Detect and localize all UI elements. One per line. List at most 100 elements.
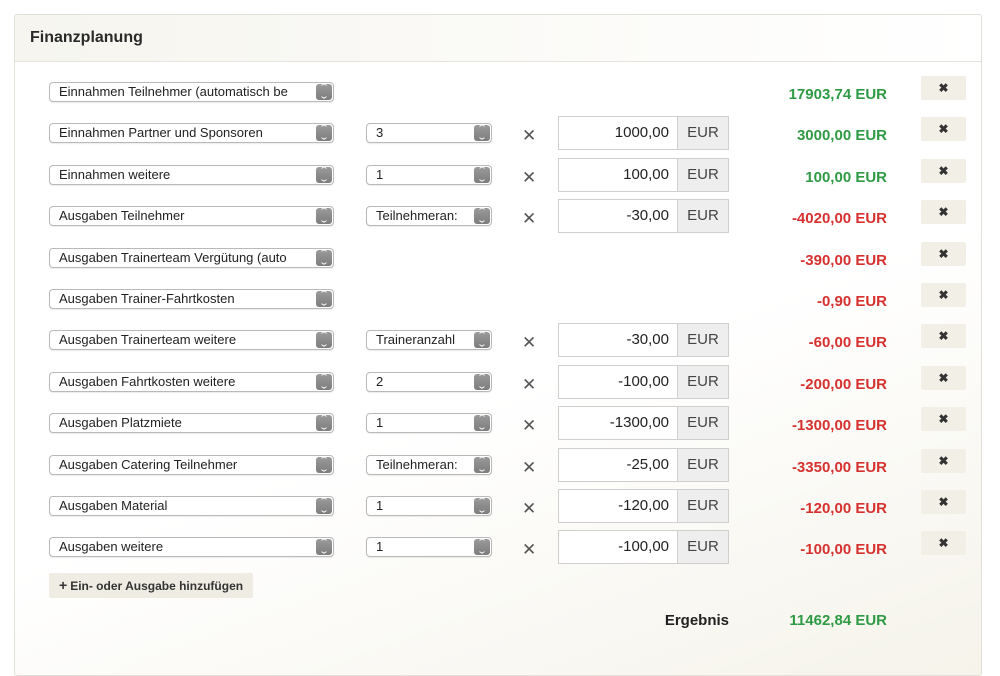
quantity-select[interactable]: Teilnehmeran: ⌃ ⌃ [366,206,492,226]
currency-unit: EUR [677,448,729,482]
chevron-up-down-icon: ⌃ ⌃ [474,414,490,431]
quantity-select-value: 1 [376,415,384,430]
quantity-select-value: Traineranzahl [376,332,456,347]
category-select[interactable]: Ausgaben Material ⌃ ⌃ [49,496,334,516]
category-select[interactable]: Ausgaben Fahrtkosten weitere ⌃ ⌃ [49,372,334,392]
times-icon: ✕ [522,126,537,145]
times-icon: ✕ [522,333,537,352]
remove-row-button[interactable]: ✖ [921,490,966,514]
remove-row-button[interactable]: ✖ [921,449,966,473]
close-icon: ✖ [938,205,949,219]
chevron-up-down-icon: ⌃ ⌃ [316,290,332,307]
category-select-value: Einnahmen Teilnehmer (automatisch be [59,84,288,99]
category-select[interactable]: Einnahmen weitere ⌃ ⌃ [49,165,334,185]
quantity-select[interactable]: 3 ⌃ ⌃ [366,123,492,143]
chevron-up-down-icon: ⌃ ⌃ [316,373,332,390]
price-input[interactable]: -1300,00 [558,406,677,440]
row-amount: -390,00 EUR [800,252,887,269]
category-select[interactable]: Ausgaben weitere ⌃ ⌃ [49,537,334,557]
category-select[interactable]: Ausgaben Teilnehmer ⌃ ⌃ [49,206,334,226]
remove-row-button[interactable]: ✖ [921,366,966,390]
quantity-select[interactable]: 2 ⌃ ⌃ [366,372,492,392]
quantity-select[interactable]: Traineranzahl ⌃ ⌃ [366,330,492,350]
category-select-value: Ausgaben Trainerteam Vergütung (auto [59,250,287,265]
finance-row: Einnahmen Partner und Sponsoren ⌃ ⌃ 3 ⌃ ⌃ ✕ 100… [15,116,981,152]
chevron-up-down-icon: ⌃ ⌃ [316,249,332,266]
close-icon: ✖ [938,371,949,385]
chevron-up-down-icon: ⌃ ⌃ [474,124,490,141]
result-value: 11462,84 EUR [789,612,887,629]
price-input[interactable]: -120,00 [558,489,677,523]
category-select[interactable]: Ausgaben Trainer-Fahrtkosten ⌃ ⌃ [49,289,334,309]
chevron-up-down-icon: ⌃ ⌃ [474,331,490,348]
chevron-up-down-icon: ⌃ ⌃ [474,497,490,514]
finance-panel: Finanzplanung Einnahmen Teilnehmer (auto… [14,14,982,676]
category-select-value: Einnahmen Partner und Sponsoren [59,125,263,140]
result-label: Ergebnis [664,612,729,629]
category-select[interactable]: Ausgaben Catering Teilnehmer ⌃ ⌃ [49,455,334,475]
panel-header: Finanzplanung [15,15,981,62]
category-select[interactable]: Ausgaben Platzmiete ⌃ ⌃ [49,413,334,433]
row-amount: 100,00 EUR [805,169,887,186]
category-select-value: Ausgaben Teilnehmer [59,208,185,223]
row-amount: -120,00 EUR [800,500,887,517]
finance-row: Einnahmen weitere ⌃ ⌃ 1 ⌃ ⌃ ✕ 100,00 EUR 100,00 E… [15,158,981,194]
quantity-select[interactable]: 1 ⌃ ⌃ [366,496,492,516]
price-input[interactable]: -100,00 [558,530,677,564]
category-select[interactable]: Ausgaben Trainerteam Vergütung (auto ⌃ ⌃ [49,248,334,268]
row-amount: -1300,00 EUR [791,417,887,434]
category-select-value: Ausgaben weitere [59,539,164,554]
category-select[interactable]: Einnahmen Partner und Sponsoren ⌃ ⌃ [49,123,334,143]
currency-unit: EUR [677,365,729,399]
price-input[interactable]: -25,00 [558,448,677,482]
finance-row: Ausgaben Trainer-Fahrtkosten ⌃ ⌃ -0,90 EUR ✖ [15,282,981,318]
chevron-up-down-icon: ⌃ ⌃ [474,538,490,555]
remove-row-button[interactable]: ✖ [921,159,966,183]
chevron-up-down-icon: ⌃ ⌃ [316,414,332,431]
price-input[interactable]: 100,00 [558,158,677,192]
remove-row-button[interactable]: ✖ [921,117,966,141]
quantity-select[interactable]: Teilnehmeran: ⌃ ⌃ [366,455,492,475]
add-entry-button[interactable]: + Ein- oder Ausgabe hinzufügen [49,573,254,598]
price-input[interactable]: 1000,00 [558,116,677,150]
quantity-select-value: 3 [376,125,384,140]
close-icon: ✖ [938,122,949,136]
row-amount: -60,00 EUR [808,334,887,351]
times-icon: ✕ [522,540,537,559]
remove-row-button[interactable]: ✖ [921,76,966,100]
close-icon: ✖ [938,247,949,261]
add-entry-label: Ein- oder Ausgabe hinzufügen [70,579,244,593]
close-icon: ✖ [938,81,949,95]
close-icon: ✖ [938,288,949,302]
remove-row-button[interactable]: ✖ [921,242,966,266]
quantity-select[interactable]: 1 ⌃ ⌃ [366,537,492,557]
remove-row-button[interactable]: ✖ [921,200,966,224]
quantity-select-value: 1 [376,498,384,513]
price-input[interactable]: -100,00 [558,365,677,399]
chevron-up-down-icon: ⌃ ⌃ [474,207,490,224]
close-icon: ✖ [938,412,949,426]
quantity-select-value: Teilnehmeran: [376,457,458,472]
category-select[interactable]: Einnahmen Teilnehmer (automatisch be ⌃ ⌃ [49,82,334,102]
category-select-value: Einnahmen weitere [59,167,171,182]
plus-icon: + [59,577,68,593]
category-select[interactable]: Ausgaben Trainerteam weitere ⌃ ⌃ [49,330,334,350]
price-input[interactable]: -30,00 [558,323,677,357]
chevron-up-down-icon: ⌃ ⌃ [474,456,490,473]
row-amount: -4020,00 EUR [791,210,887,227]
quantity-select[interactable]: 1 ⌃ ⌃ [366,413,492,433]
row-amount: 3000,00 EUR [796,127,887,144]
close-icon: ✖ [938,329,949,343]
category-select-value: Ausgaben Material [59,498,168,513]
remove-row-button[interactable]: ✖ [921,283,966,307]
quantity-select-value: Teilnehmeran: [376,208,458,223]
remove-row-button[interactable]: ✖ [921,324,966,348]
remove-row-button[interactable]: ✖ [921,407,966,431]
quantity-select[interactable]: 1 ⌃ ⌃ [366,165,492,185]
chevron-up-down-icon: ⌃ ⌃ [474,373,490,390]
price-input[interactable]: -30,00 [558,199,677,233]
remove-row-button[interactable]: ✖ [921,531,966,555]
currency-unit: EUR [677,489,729,523]
close-icon: ✖ [938,164,949,178]
quantity-select-value: 1 [376,167,384,182]
